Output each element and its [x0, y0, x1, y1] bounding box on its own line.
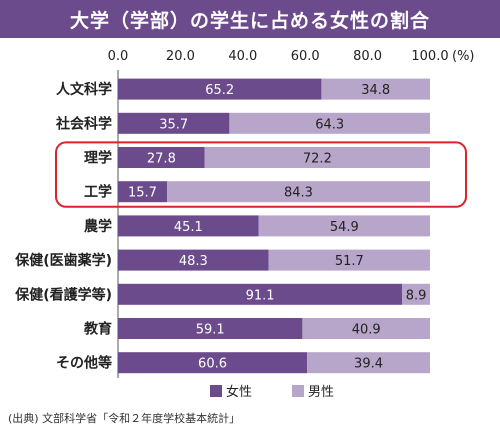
bar-segment-male — [166, 181, 430, 203]
bar-segment-female — [118, 215, 259, 237]
x-tick-label: 20.0 — [166, 49, 195, 64]
bar-segment-male — [229, 112, 430, 134]
legend-label: 男性 — [308, 385, 334, 400]
category-label: 保健(医歯薬学) — [14, 252, 112, 269]
data-label: 8.9 — [406, 288, 427, 303]
category-label: 農学 — [84, 218, 112, 235]
legend-swatch-male — [292, 385, 304, 397]
data-label: 40.9 — [352, 323, 381, 338]
data-label: 27.8 — [147, 152, 176, 167]
data-label: 34.8 — [361, 83, 390, 98]
bar-segment-female — [118, 112, 230, 134]
chart-title: 大学（学部）の学生に占める女性の割合 — [0, 0, 500, 38]
category-label: 教育 — [84, 321, 112, 338]
x-tick-label: 80.0 — [353, 49, 382, 64]
data-label: 64.3 — [315, 117, 344, 132]
bar-segment-male — [302, 318, 430, 339]
legend-swatch-female — [210, 385, 222, 397]
data-label: 45.1 — [174, 220, 203, 235]
bar-segment-female — [118, 181, 167, 203]
source-note: (出典) 文部科学省「令和２年度学校基本統計」 — [8, 412, 241, 425]
category-label: 工学 — [84, 184, 112, 201]
data-label: 15.7 — [128, 186, 157, 201]
bar-segment-male — [204, 147, 430, 168]
data-label: 60.6 — [198, 357, 227, 372]
bar-segment-female — [118, 283, 403, 305]
data-label: 59.1 — [196, 323, 225, 338]
bar-segment-female — [118, 78, 322, 100]
data-label: 65.2 — [205, 83, 234, 98]
bar-segment-male — [402, 283, 430, 305]
data-label: 72.2 — [303, 152, 332, 167]
category-label: 保健(看護学等) — [14, 286, 112, 303]
x-tick-label: 0.0 — [108, 49, 129, 64]
category-label: 人文科学 — [56, 81, 112, 98]
bar-segment-male — [258, 215, 430, 237]
bar-segment-female — [118, 352, 308, 374]
bar-segment-female — [118, 318, 303, 339]
x-unit-label: (%) — [452, 49, 475, 64]
bar-segment-male — [307, 352, 430, 374]
x-tick-label: 40.0 — [228, 49, 257, 64]
data-label: 35.7 — [159, 117, 188, 132]
bar-segment-male — [321, 78, 430, 100]
data-label: 91.1 — [246, 288, 275, 303]
data-label: 39.4 — [354, 357, 383, 372]
x-tick-label: 100.0 — [411, 49, 448, 64]
legend-label: 女性 — [226, 384, 252, 400]
data-label: 51.7 — [335, 254, 364, 269]
bar-segment-female — [118, 249, 269, 271]
category-label: 理学 — [84, 150, 112, 167]
data-label: 48.3 — [179, 254, 208, 269]
x-tick-label: 60.0 — [291, 49, 320, 64]
stacked-bar-chart: 0.0 20.0 40.0 60.0 80.0 100.0 (%) 人文科学 65.2 34.8 社… — [14, 49, 475, 400]
category-label: 社会科学 — [55, 115, 112, 132]
data-label: 54.9 — [330, 220, 359, 235]
bar-segment-female — [118, 147, 205, 168]
highlight-box — [55, 141, 467, 208]
bar-segment-male — [268, 249, 430, 271]
category-label: その他等 — [56, 355, 112, 372]
data-label: 84.3 — [284, 186, 313, 201]
